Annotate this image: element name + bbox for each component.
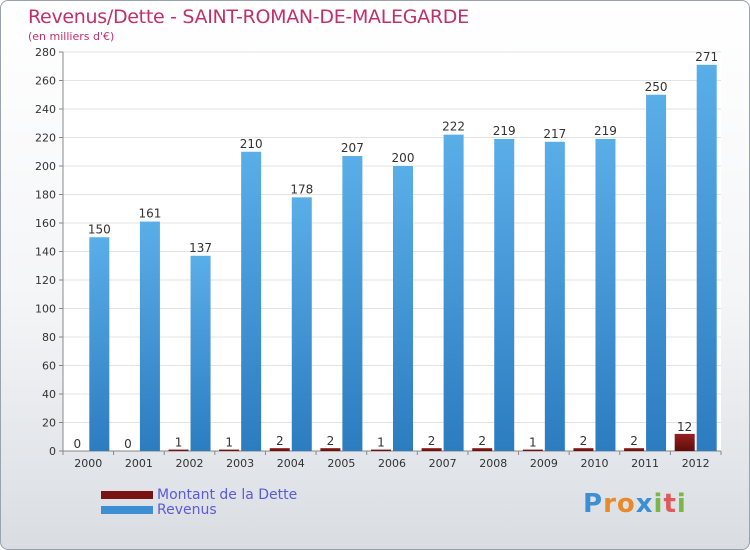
logo-letter: r — [603, 489, 617, 519]
data-label-revenus: 200 — [392, 151, 415, 165]
data-label-dette: 2 — [580, 434, 588, 448]
bar-revenus — [393, 166, 413, 451]
x-tick-label: 2003 — [226, 457, 254, 470]
y-tick-label: 280 — [35, 46, 56, 59]
y-tick-label: 100 — [35, 303, 56, 316]
data-label-revenus: 219 — [493, 124, 516, 138]
data-label-dette: 2 — [276, 434, 284, 448]
data-label-dette: 0 — [73, 437, 81, 451]
data-label-dette: 1 — [529, 436, 537, 450]
data-label-dette: 0 — [124, 437, 132, 451]
proxiti-logo: Proxiti — [583, 489, 687, 519]
data-label-revenus: 161 — [138, 207, 161, 221]
bar-revenus — [89, 237, 110, 451]
data-label-revenus: 217 — [543, 127, 566, 141]
x-tick-label: 2001 — [125, 457, 153, 470]
y-tick-label: 0 — [49, 445, 56, 458]
bar-dette — [219, 449, 240, 451]
bar-dette — [371, 449, 391, 451]
data-label-revenus: 250 — [645, 80, 668, 94]
bar-dette — [674, 433, 695, 451]
y-tick-label: 120 — [35, 274, 56, 287]
data-label-dette: 2 — [327, 434, 335, 448]
logo-letter: x — [635, 489, 654, 519]
data-label-dette: 2 — [478, 434, 486, 448]
y-tick-label: 40 — [42, 388, 56, 401]
data-label-dette: 2 — [630, 434, 638, 448]
x-tick-label: 2006 — [378, 457, 406, 470]
y-tick-label: 80 — [42, 331, 56, 344]
data-label-dette: 1 — [175, 436, 183, 450]
logo-letter: i — [676, 489, 687, 519]
logo-letter: o — [616, 489, 636, 519]
bar-dette — [269, 448, 290, 451]
data-label-revenus: 207 — [341, 141, 364, 155]
data-label-revenus: 271 — [695, 50, 718, 64]
bar-revenus — [190, 255, 211, 451]
bar-revenus — [443, 134, 464, 451]
x-tick-label: 2004 — [277, 457, 305, 470]
bar-dette — [624, 448, 645, 451]
chart-subtitle: (en milliers d'€) — [28, 30, 115, 43]
bar-dette — [168, 449, 189, 451]
y-tick-label: 220 — [35, 132, 56, 145]
legend-label-dette: Montant de la Dette — [157, 487, 298, 503]
data-label-dette: 12 — [677, 420, 692, 434]
y-tick-label: 200 — [35, 160, 56, 173]
y-tick-label: 20 — [42, 417, 56, 430]
logo-letter: P — [583, 489, 604, 519]
x-tick-label: 2010 — [580, 457, 608, 470]
legend-label-revenus: Revenus — [157, 502, 217, 518]
x-tick-label: 2002 — [176, 457, 204, 470]
legend-swatch-revenus — [101, 506, 153, 514]
y-tick-label: 60 — [42, 360, 56, 373]
x-tick-label: 2012 — [682, 457, 710, 470]
legend-swatch-dette — [101, 491, 153, 499]
bar-revenus — [646, 94, 667, 451]
x-tick-label: 2011 — [631, 457, 659, 470]
bar-revenus — [544, 141, 565, 451]
y-tick-label: 180 — [35, 189, 56, 202]
y-tick-label: 260 — [35, 75, 56, 88]
bar-dette — [573, 448, 594, 451]
data-label-revenus: 222 — [442, 120, 465, 134]
chart-title: Revenus/Dette - SAINT-ROMAN-DE-MALEGARDE — [28, 6, 469, 28]
data-label-revenus: 178 — [290, 182, 313, 196]
y-tick-label: 160 — [35, 217, 56, 230]
bar-revenus — [494, 138, 515, 452]
legend-item-dette: Montant de la Dette — [101, 487, 297, 503]
bar-dette — [472, 448, 493, 451]
x-tick-label: 2009 — [530, 457, 558, 470]
data-label-revenus: 150 — [88, 222, 111, 236]
data-label-dette: 1 — [377, 436, 385, 450]
x-tick-label: 2000 — [74, 457, 102, 470]
bar-dette — [421, 448, 442, 451]
x-tick-label: 2008 — [479, 457, 507, 470]
x-tick-label: 2005 — [327, 457, 355, 470]
bar-revenus — [139, 221, 160, 451]
data-label-dette: 2 — [428, 434, 436, 448]
bar-revenus — [595, 138, 616, 452]
logo-letter: t — [663, 489, 677, 519]
y-tick-label: 140 — [35, 246, 56, 259]
bar-dette — [320, 448, 341, 451]
x-tick-label: 2007 — [429, 457, 457, 470]
bar-revenus — [291, 197, 312, 451]
y-tick-label: 240 — [35, 103, 56, 116]
data-label-dette: 1 — [225, 436, 233, 450]
data-label-revenus: 219 — [594, 124, 617, 138]
bar-dette — [522, 449, 543, 451]
data-label-revenus: 137 — [189, 241, 212, 255]
bar-revenus — [696, 64, 717, 451]
logo-letter: i — [653, 489, 664, 519]
bar-revenus — [342, 156, 363, 451]
bar-revenus — [241, 151, 262, 451]
data-label-revenus: 210 — [240, 137, 263, 151]
legend-item-revenus: Revenus — [101, 502, 217, 518]
